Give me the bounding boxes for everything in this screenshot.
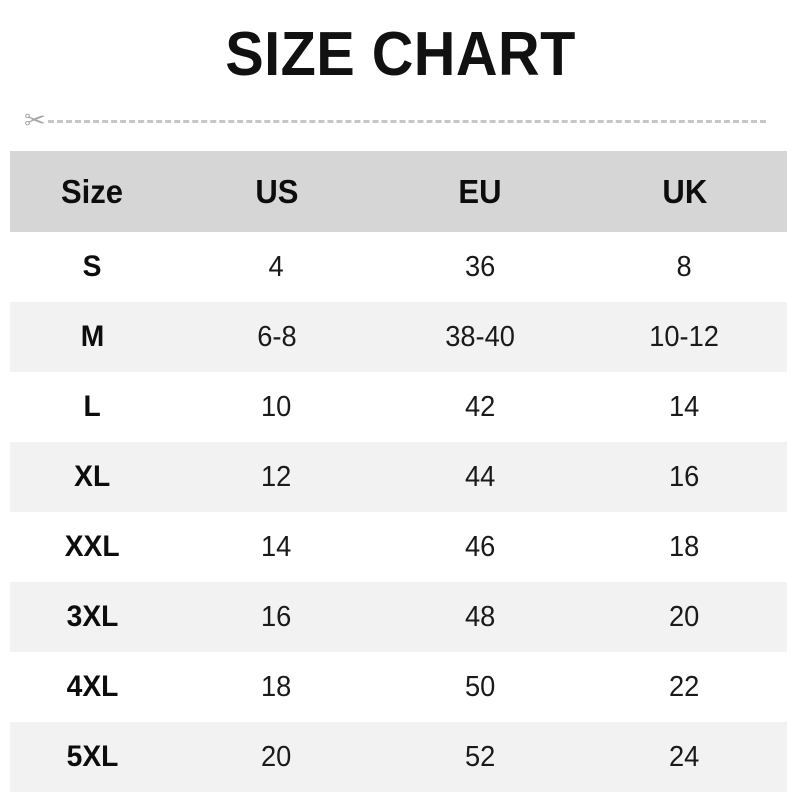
cell-size-value: 4XL bbox=[66, 670, 119, 703]
cell-us: 10 bbox=[175, 372, 378, 442]
cell-eu-value: 46 bbox=[464, 530, 496, 563]
cell-eu-value: 36 bbox=[464, 250, 496, 283]
cell-eu: 46 bbox=[378, 512, 582, 582]
cell-size: 3XL bbox=[10, 582, 175, 652]
cell-us: 20 bbox=[175, 722, 378, 792]
table-header: Size US EU UK bbox=[10, 151, 787, 232]
cell-eu: 36 bbox=[378, 232, 582, 302]
cut-line: ✂ bbox=[24, 104, 780, 138]
cell-uk-value: 14 bbox=[669, 390, 700, 423]
cell-size-value: 5XL bbox=[66, 740, 119, 773]
cell-uk: 24 bbox=[582, 722, 787, 792]
cell-us-value: 10 bbox=[261, 390, 292, 423]
page-title: SIZE CHART bbox=[224, 20, 576, 89]
cell-uk-value: 18 bbox=[669, 530, 700, 563]
cell-us-value: 6-8 bbox=[256, 320, 297, 353]
cell-uk: 16 bbox=[582, 442, 787, 512]
table-row: M 6-8 38-40 10-12 bbox=[10, 302, 787, 372]
cell-eu-value: 38-40 bbox=[445, 320, 515, 353]
table-row: XXL 14 46 18 bbox=[10, 512, 787, 582]
cell-us: 14 bbox=[175, 512, 378, 582]
cell-uk: 18 bbox=[582, 512, 787, 582]
table-row: 4XL 18 50 22 bbox=[10, 652, 787, 722]
cell-eu: 44 bbox=[378, 442, 582, 512]
cell-uk-value: 16 bbox=[669, 460, 700, 493]
cell-uk-value: 20 bbox=[669, 600, 700, 633]
cell-us-value: 14 bbox=[261, 530, 292, 563]
cell-uk: 22 bbox=[582, 652, 787, 722]
cell-eu-value: 48 bbox=[464, 600, 496, 633]
cell-uk-value: 10-12 bbox=[649, 320, 720, 353]
table-body: S 4 36 8 M 6-8 38-40 10-12 L 10 42 14 XL… bbox=[10, 232, 787, 792]
column-header-eu-label: EU bbox=[458, 172, 502, 210]
cell-eu-value: 44 bbox=[464, 460, 496, 493]
cell-us: 6-8 bbox=[175, 302, 378, 372]
cell-size: 5XL bbox=[10, 722, 175, 792]
cell-us-value: 20 bbox=[261, 740, 292, 773]
column-header-size: Size bbox=[10, 151, 175, 232]
size-chart-table: Size US EU UK S 4 36 8 M bbox=[10, 151, 787, 792]
cell-eu-value: 50 bbox=[464, 670, 496, 703]
cell-us: 16 bbox=[175, 582, 378, 652]
column-header-uk: UK bbox=[582, 151, 787, 232]
cell-size: XXL bbox=[10, 512, 175, 582]
column-header-size-label: Size bbox=[61, 172, 124, 210]
page-title-container: SIZE CHART bbox=[0, 24, 800, 86]
cell-size-value: 3XL bbox=[66, 600, 119, 633]
column-header-us: US bbox=[175, 151, 378, 232]
cell-size: 4XL bbox=[10, 652, 175, 722]
cell-uk: 10-12 bbox=[582, 302, 787, 372]
cell-us-value: 16 bbox=[261, 600, 292, 633]
cell-size: XL bbox=[10, 442, 175, 512]
column-header-eu: EU bbox=[378, 151, 582, 232]
table-row: XL 12 44 16 bbox=[10, 442, 787, 512]
cell-us: 18 bbox=[175, 652, 378, 722]
cell-size: L bbox=[10, 372, 175, 442]
cell-us: 4 bbox=[175, 232, 378, 302]
cell-us-value: 4 bbox=[268, 250, 285, 283]
cell-size-value: S bbox=[83, 250, 102, 283]
scissors-icon: ✂ bbox=[24, 105, 46, 135]
cell-size-value: L bbox=[83, 390, 102, 423]
cell-eu: 38-40 bbox=[378, 302, 582, 372]
table-row: L 10 42 14 bbox=[10, 372, 787, 442]
table-header-row: Size US EU UK bbox=[10, 151, 787, 232]
table-row: S 4 36 8 bbox=[10, 232, 787, 302]
cell-size-value: M bbox=[80, 320, 105, 353]
cell-uk: 20 bbox=[582, 582, 787, 652]
cell-size: M bbox=[10, 302, 175, 372]
cell-uk-value: 24 bbox=[669, 740, 700, 773]
cell-size-value: XXL bbox=[65, 530, 120, 563]
cell-us: 12 bbox=[175, 442, 378, 512]
dashed-cut-line bbox=[47, 119, 766, 123]
cell-eu: 42 bbox=[378, 372, 582, 442]
cell-eu: 50 bbox=[378, 652, 582, 722]
cell-eu: 48 bbox=[378, 582, 582, 652]
column-header-uk-label: UK bbox=[662, 172, 707, 210]
cell-uk: 8 bbox=[582, 232, 787, 302]
cell-eu-value: 52 bbox=[464, 740, 496, 773]
cell-size-value: XL bbox=[74, 460, 111, 493]
cell-eu: 52 bbox=[378, 722, 582, 792]
cell-uk-value: 22 bbox=[669, 670, 700, 703]
cell-uk-value: 8 bbox=[676, 250, 693, 283]
table-row: 3XL 16 48 20 bbox=[10, 582, 787, 652]
cell-us-value: 12 bbox=[261, 460, 292, 493]
cell-eu-value: 42 bbox=[464, 390, 496, 423]
cell-uk: 14 bbox=[582, 372, 787, 442]
cell-us-value: 18 bbox=[261, 670, 292, 703]
table-row: 5XL 20 52 24 bbox=[10, 722, 787, 792]
column-header-us-label: US bbox=[254, 172, 299, 210]
cell-size: S bbox=[10, 232, 175, 302]
